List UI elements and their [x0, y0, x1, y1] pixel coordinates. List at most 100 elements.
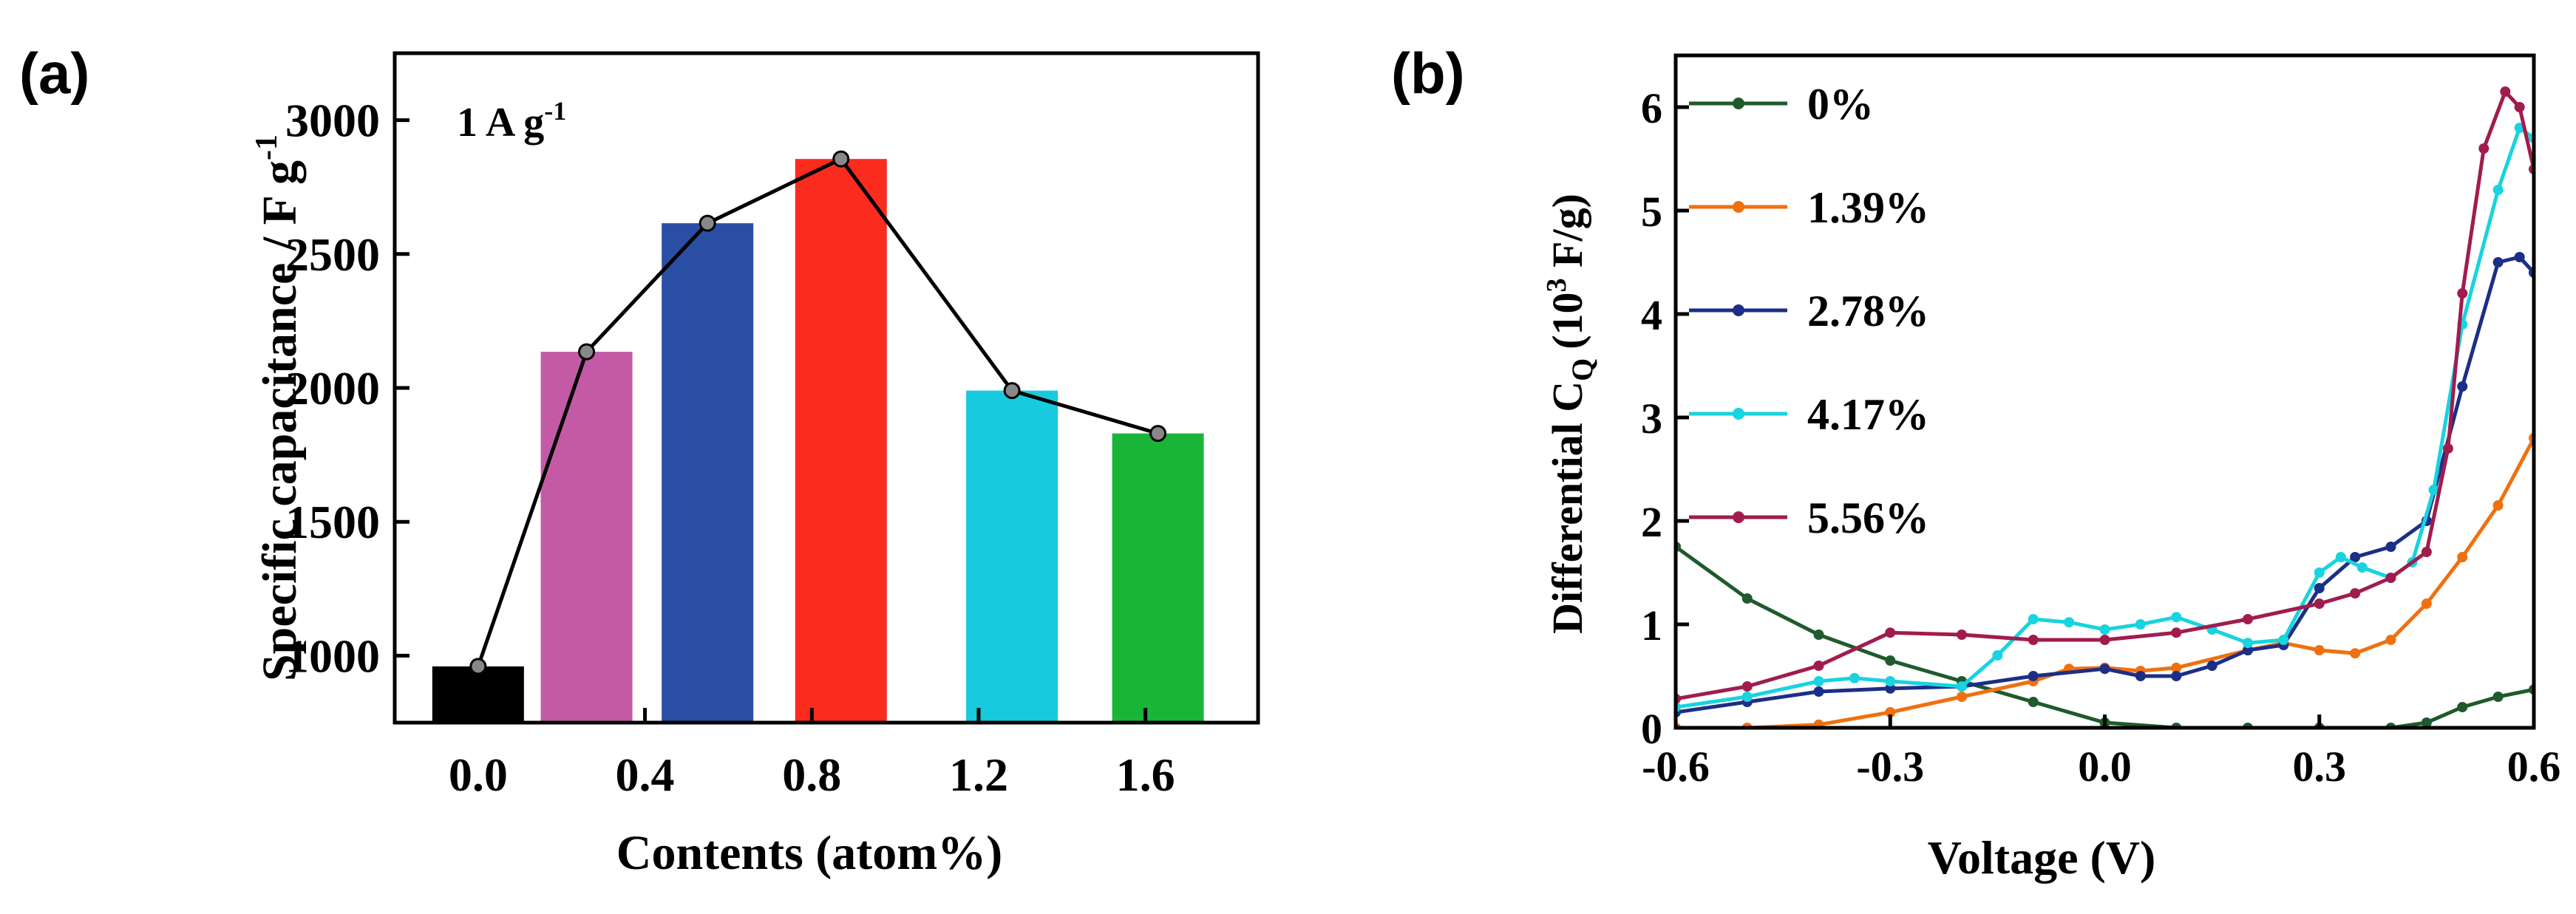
- series-marker: [1885, 707, 1896, 717]
- series-marker: [2314, 598, 2325, 609]
- trend-line: [476, 156, 1159, 667]
- series-marker: [1957, 692, 1967, 702]
- series-marker: [1957, 681, 1967, 692]
- series-marker: [2421, 717, 2432, 728]
- legend-label: 4.17%: [1807, 390, 1929, 439]
- x-tick-label: 0.0: [449, 748, 508, 801]
- bar-5: [1112, 433, 1204, 723]
- bar-3: [795, 159, 887, 723]
- legend-label: 2.78%: [1807, 287, 1929, 335]
- legend-label: 1.39%: [1807, 183, 1929, 232]
- series-marker: [2350, 552, 2361, 562]
- y-axis-label-a-sup: -1: [250, 134, 284, 160]
- series-marker: [2457, 552, 2468, 562]
- series-marker: [2350, 588, 2361, 598]
- series-marker: [2500, 86, 2511, 97]
- y-tick-label: 4: [1641, 291, 1662, 339]
- y-axis-label-b-unit-post: F/g): [1543, 194, 1591, 278]
- y-axis-label-b-text: Differential C: [1543, 381, 1591, 634]
- x-axis-label-b: Voltage (V): [1928, 831, 2156, 884]
- axis-ticks-b: 0 1 2 3 4 5 6 -0.6 -0.3 0.0 0.3 0.6: [1641, 84, 2560, 791]
- series-line-4: [1676, 89, 2534, 701]
- series-marker: [2350, 648, 2361, 659]
- series-marker: [2171, 612, 2182, 623]
- x-tick-label: 0.6: [2507, 743, 2561, 791]
- series-marker: [2385, 573, 2396, 583]
- series-marker: [2135, 671, 2146, 681]
- trend-line-a: [469, 150, 1167, 675]
- series-marker: [2421, 598, 2432, 609]
- series-marker: [2099, 624, 2110, 635]
- series-marker: [1992, 650, 2003, 661]
- series-marker: [2243, 645, 2253, 655]
- trend-marker-1: [578, 343, 596, 361]
- series-marker: [2428, 485, 2439, 495]
- series-marker: [2171, 627, 2182, 638]
- x-tick-label: 0.3: [2293, 743, 2347, 791]
- series-marker: [1741, 593, 1753, 604]
- series-marker: [2171, 671, 2182, 681]
- series-marker: [2492, 692, 2504, 702]
- legend-marker: [1733, 304, 1744, 316]
- series-marker: [2206, 661, 2218, 671]
- series-marker: [1885, 627, 1896, 638]
- series-marker: [1849, 672, 1860, 683]
- series-marker: [1813, 686, 1824, 697]
- series-marker: [1813, 719, 1824, 728]
- series-marker: [2492, 500, 2504, 511]
- y-tick-label: 5: [1641, 188, 1662, 236]
- y-axis-label-b-sub: Q: [1566, 358, 1599, 381]
- y-tick-label: 0: [1641, 705, 1662, 753]
- series-marker: [2243, 638, 2253, 649]
- y-tick-label: 2500: [285, 228, 380, 281]
- legend-marker: [1733, 201, 1744, 213]
- series-marker: [1813, 661, 1824, 671]
- bar-1: [540, 352, 633, 723]
- y-tick-label: 3: [1641, 395, 1662, 443]
- bar-4: [966, 390, 1058, 723]
- series-marker: [2028, 614, 2039, 624]
- series-marker: [2514, 252, 2525, 262]
- x-tick-label: 0.0: [2078, 743, 2132, 791]
- series-marker: [1813, 630, 1824, 640]
- series-marker: [2457, 288, 2468, 299]
- y-axis-label-b-unit-sup: 3: [1541, 278, 1572, 292]
- rate-annotation: 1 A g-1: [457, 96, 566, 146]
- rate-annotation-sup: -1: [544, 96, 566, 126]
- bar-chart-a: 1000 1500 2000 2500 3000 0.0 0.4 0.8 1.2 1.6 1 A …: [250, 51, 1260, 880]
- y-tick-label: 6: [1641, 84, 1662, 132]
- x-tick-label: 0.4: [616, 748, 675, 801]
- x-tick-label: 1.2: [949, 748, 1008, 801]
- y-tick-label: 1: [1641, 601, 1662, 649]
- series-marker: [1885, 676, 1896, 686]
- series-marker: [2356, 562, 2368, 573]
- series-marker: [2457, 702, 2468, 712]
- series-marker: [1813, 676, 1824, 686]
- bar-2: [662, 223, 754, 723]
- series-marker: [2099, 635, 2110, 645]
- series-marker: [2171, 662, 2182, 673]
- panel-label-b: (b): [1391, 41, 1465, 106]
- series-line-2: [1676, 255, 2534, 715]
- x-tick-label: -0.3: [1856, 743, 1924, 791]
- axis-ticks-a: 1000 1500 2000 2500 3000 0.0 0.4 0.8 1.2 1.6: [285, 95, 1175, 801]
- series-marker: [2442, 443, 2453, 454]
- series-group: [1676, 86, 2534, 728]
- rate-annotation-text: 1 A g: [457, 100, 544, 146]
- series-marker: [2278, 635, 2289, 645]
- line-chart-b: 0 1 2 3 4 5 6 -0.6 -0.3 0.0 0.3 0.6 0% 1.39% 2.78% 4.1…: [1541, 53, 2560, 884]
- y-tick-label: 1500: [285, 496, 380, 548]
- y-tick-label: 2000: [285, 362, 380, 415]
- series-marker: [2028, 635, 2039, 645]
- series-marker: [2514, 102, 2525, 112]
- series-marker: [2478, 143, 2490, 154]
- series-marker: [1957, 630, 1967, 640]
- series-marker: [2314, 567, 2325, 578]
- x-tick-label: -0.6: [1642, 743, 1710, 791]
- y-axis-label-b: Differential CQ (103 F/g): [1541, 194, 1599, 634]
- legend-marker: [1733, 408, 1744, 420]
- series-marker: [1885, 683, 1896, 694]
- series-marker: [2099, 664, 2110, 675]
- legend: 0% 1.39% 2.78% 4.17% 5.56%: [1689, 80, 1929, 542]
